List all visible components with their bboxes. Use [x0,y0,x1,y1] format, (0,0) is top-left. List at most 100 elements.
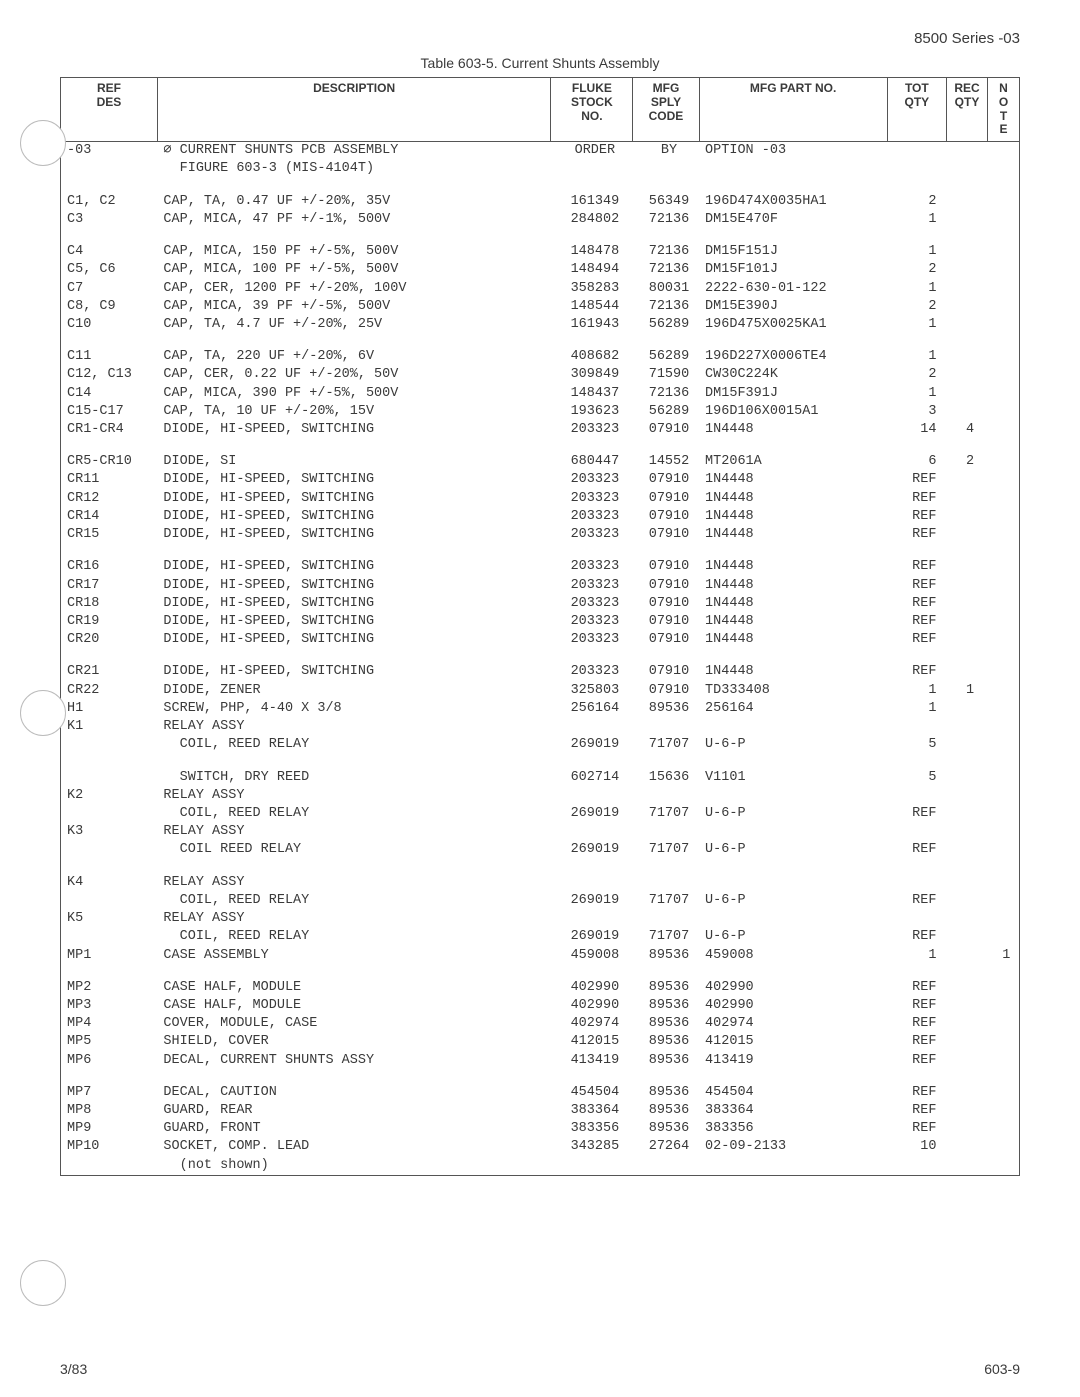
cell-stock: 203323 [551,471,633,489]
cell-part: 256164 [699,700,887,718]
cell-part: DM15E390J [699,298,887,316]
cell-stock: 203323 [551,595,633,613]
parts-table: REF DES DESCRIPTION FLUKE STOCK NO. MFG … [60,77,1020,1176]
cell-sply: 15636 [633,769,699,787]
cell-sply: 89536 [633,1102,699,1120]
cell-ref: CR18 [61,595,158,613]
cell-note [988,663,1020,681]
cell-sply: 89536 [633,1052,699,1070]
table-row: K5RELAY ASSY COIL, REED RELAY 269019 717… [61,910,1020,946]
cell-desc: DIODE, HI-SPEED, SWITCHING [157,595,550,613]
cell-desc: CAP, MICA, 390 PF +/-5%, 500V [157,385,550,403]
cell-part: 1N4448 [699,508,887,526]
table-row: CR12DIODE, HI-SPEED, SWITCHING2033230791… [61,490,1020,508]
cell-rec [946,718,987,754]
table-row: MP10SOCKET, COMP. LEAD (not shown)343285… [61,1138,1020,1175]
cell-part: 402974 [699,1015,887,1033]
cell-rec [946,243,987,261]
table-row: K2RELAY ASSY COIL, REED RELAY 269019 717… [61,787,1020,823]
table-row [61,179,1020,193]
cell-desc: DIODE, HI-SPEED, SWITCHING [157,421,550,439]
cell-tot: 1 [887,280,946,298]
cell-note [988,142,1020,179]
cell-part: 1N4448 [699,577,887,595]
cell-stock: 203323 [551,613,633,631]
cell-desc: RELAY ASSY COIL REED RELAY [157,823,550,859]
cell-stock: 284802 [551,211,633,229]
cell-note [988,211,1020,229]
cell-stock: 148478 [551,243,633,261]
cell-stock: 203323 [551,508,633,526]
cell-tot: 1 [887,385,946,403]
cell-tot: 5 [887,718,946,754]
cell-stock: 269019 [551,718,633,754]
cell-desc: CAP, MICA, 47 PF +/-1%, 500V [157,211,550,229]
cell-desc: CAP, CER, 1200 PF +/-20%, 100V [157,280,550,298]
cell-note [988,1138,1020,1175]
cell-sply: 07910 [633,613,699,631]
cell-stock: 269019 [551,787,633,823]
cell-desc: SWITCH, DRY REED [157,769,550,787]
col-note: N O T E [988,78,1020,142]
cell-note [988,453,1020,471]
cell-ref: CR21 [61,663,158,681]
table-row: MP9GUARD, FRONT38335689536383356REF [61,1120,1020,1138]
cell-tot: REF [887,997,946,1015]
cell-ref: MP4 [61,1015,158,1033]
cell-rec [946,663,987,681]
cell-desc: CAP, TA, 220 UF +/-20%, 6V [157,348,550,366]
table-row [61,544,1020,558]
cell-stock: 343285 [551,1138,633,1175]
cell-ref: C7 [61,280,158,298]
cell-ref: K1 [61,718,158,754]
cell-tot: 1 [887,682,946,700]
cell-note [988,403,1020,421]
cell-stock: 602714 [551,769,633,787]
cell-rec [946,558,987,576]
footer-right: 603-9 [984,1361,1020,1377]
cell-rec [946,142,987,179]
cell-ref: K2 [61,787,158,823]
cell-sply: 07910 [633,508,699,526]
cell-note [988,682,1020,700]
cell-part: 402990 [699,997,887,1015]
cell-rec [946,1138,987,1175]
cell-stock: 203323 [551,663,633,681]
cell-part: 1N4448 [699,558,887,576]
cell-note [988,1120,1020,1138]
cell-part: 196D474X0035HA1 [699,193,887,211]
cell-tot: REF [887,910,946,946]
cell-desc: DIODE, SI [157,453,550,471]
cell-note [988,997,1020,1015]
table-row: K1RELAY ASSY COIL, REED RELAY 269019 717… [61,718,1020,754]
cell-ref: MP10 [61,1138,158,1175]
cell-stock: 148544 [551,298,633,316]
cell-ref: C8, C9 [61,298,158,316]
cell-stock: 203323 [551,421,633,439]
cell-tot: REF [887,1120,946,1138]
cell-ref: K5 [61,910,158,946]
table-row [61,229,1020,243]
table-row: C15-C17CAP, TA, 10 UF +/-20%, 15V1936235… [61,403,1020,421]
cell-rec [946,787,987,823]
cell-sply: 89536 [633,700,699,718]
cell-stock: 325803 [551,682,633,700]
table-row: CR21DIODE, HI-SPEED, SWITCHING2033230791… [61,663,1020,681]
cell-part: 1N4448 [699,631,887,649]
cell-stock: ORDER [551,142,633,179]
cell-desc: DECAL, CURRENT SHUNTS ASSY [157,1052,550,1070]
cell-tot: REF [887,787,946,823]
cell-note: 1 [988,947,1020,965]
punch-hole [20,690,66,736]
table-row: CR22DIODE, ZENER32580307910TD33340811 [61,682,1020,700]
col-part: MFG PART NO. [699,78,887,142]
cell-stock: 402990 [551,997,633,1015]
cell-rec [946,526,987,544]
cell-part: 454504 [699,1084,887,1102]
cell-desc: CASE HALF, MODULE [157,997,550,1015]
cell-note [988,421,1020,439]
cell-part: 1N4448 [699,471,887,489]
cell-tot: 2 [887,298,946,316]
cell-sply: 56289 [633,403,699,421]
table-row: CR19DIODE, HI-SPEED, SWITCHING2033230791… [61,613,1020,631]
